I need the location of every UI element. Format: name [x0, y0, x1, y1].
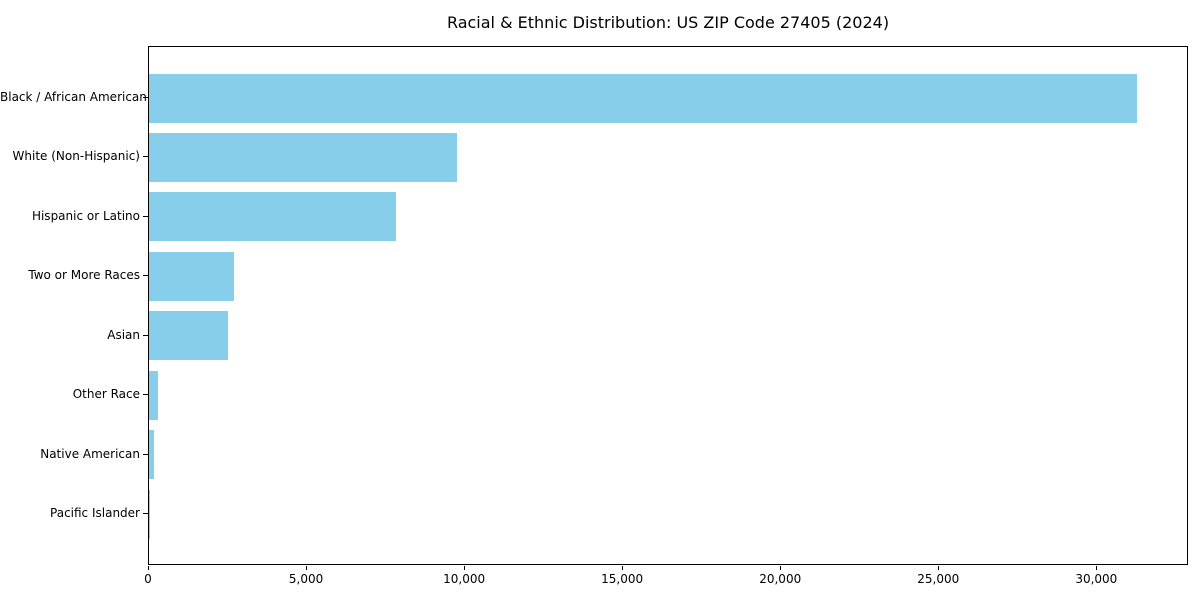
y-axis-tick	[143, 394, 148, 396]
y-tick-label: Native American	[40, 446, 140, 461]
x-axis-tick	[306, 566, 308, 570]
bar-other-race	[149, 370, 158, 420]
x-axis-tick	[622, 566, 624, 570]
x-axis-tick	[938, 566, 940, 570]
y-tick-label: White (Non-Hispanic)	[12, 149, 140, 164]
x-tick-label: 25,000	[917, 572, 960, 586]
x-axis-tick	[780, 566, 782, 570]
x-tick-label: 30,000	[1075, 572, 1118, 586]
x-tick-label: 10,000	[443, 572, 486, 586]
x-axis-tick	[464, 566, 466, 570]
bar-white-non-hispanic	[149, 132, 458, 182]
bar-pacific-islander	[149, 489, 150, 539]
y-axis-tick	[143, 97, 148, 98]
bar-two-or-more-races	[149, 251, 235, 301]
y-tick-label: Black / African American	[0, 90, 147, 104]
y-tick-label: Other Race	[72, 387, 140, 402]
x-axis-tick	[148, 566, 149, 570]
y-tick-label: Asian	[107, 327, 140, 342]
y-axis-tick	[143, 513, 148, 514]
y-axis-tick	[143, 215, 148, 217]
chart-title: Racial & Ethnic Distribution: US ZIP Cod…	[446, 13, 890, 32]
y-axis-tick	[143, 453, 148, 455]
bar-native-american	[149, 430, 154, 480]
plot-area	[148, 46, 1188, 565]
bar-asian	[149, 311, 229, 361]
y-tick-label: Hispanic or Latino	[31, 208, 140, 223]
x-tick-label: 15,000	[601, 572, 644, 586]
y-axis-tick	[143, 156, 148, 158]
y-axis-tick	[143, 334, 148, 336]
bar-hispanic-or-latino	[149, 192, 396, 242]
y-tick-label: Pacific Islander	[50, 506, 140, 520]
x-axis-tick	[1096, 566, 1098, 570]
bar-black-african-american	[149, 73, 1137, 123]
x-tick-label: 0	[144, 572, 152, 586]
y-tick-label: Two or More Races	[28, 268, 140, 283]
x-tick-label: 20,000	[759, 572, 802, 586]
y-axis-tick	[143, 275, 148, 277]
x-tick-label: 5,000	[288, 572, 324, 586]
